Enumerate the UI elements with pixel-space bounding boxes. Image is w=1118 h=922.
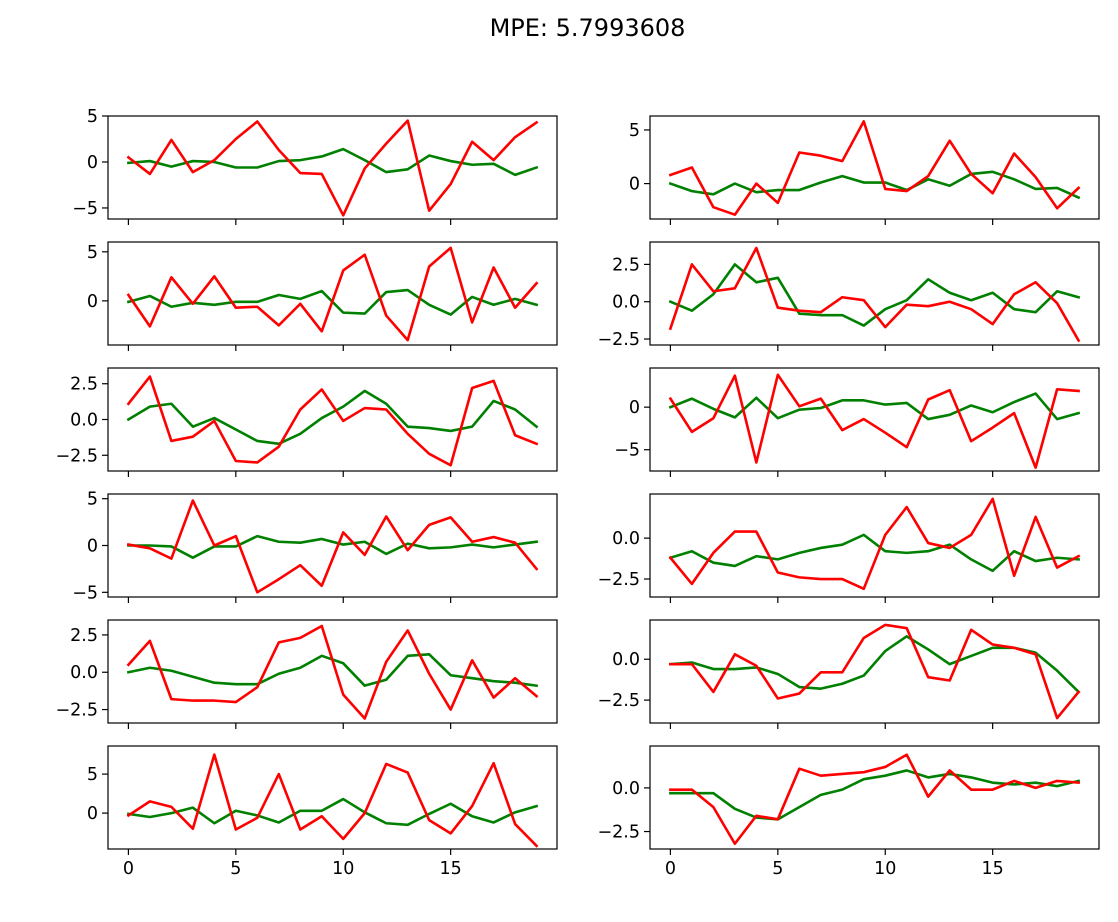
x-tick-label: 5 <box>772 859 783 879</box>
y-tick-label: 5 <box>629 121 640 141</box>
y-tick-label: −2.5 <box>598 330 641 350</box>
y-tick-label: 0.0 <box>612 293 640 313</box>
x-tick-label: 15 <box>440 859 462 879</box>
green-series-line <box>668 533 1080 573</box>
x-tick-label: 15 <box>982 859 1004 879</box>
y-tick-label: 0.0 <box>70 663 98 683</box>
y-tick-label: 2.5 <box>70 375 98 395</box>
green-series-line <box>669 769 1081 821</box>
red-series-line <box>126 246 539 342</box>
y-tick-label: 5 <box>87 107 98 127</box>
y-tick-label: 0 <box>87 292 98 312</box>
y-tick-label: 5 <box>87 765 98 785</box>
subplot-r2-c2: 2.5 0.0 −2.5 <box>598 241 1100 351</box>
red-series-line <box>668 497 1081 591</box>
y-tick-label: 0.0 <box>70 411 98 431</box>
red-series-line <box>668 373 1080 469</box>
y-tick-label: −5 <box>72 583 98 603</box>
subplot-r5-c1: 2.5 0.0 −2.5 <box>56 619 558 729</box>
axes-frame <box>649 619 1100 724</box>
green-series-line <box>126 389 539 446</box>
subplot-r4-c1: 5 0 −5 <box>72 490 558 603</box>
red-series-line <box>126 375 539 467</box>
green-series-line <box>668 263 1081 327</box>
axes-frame <box>649 493 1100 598</box>
y-tick-label: 0 <box>87 537 98 557</box>
green-series-line <box>126 797 539 827</box>
x-tick-label: 10 <box>874 859 896 879</box>
x-tick-label: 0 <box>665 859 676 879</box>
green-series-line <box>127 147 539 177</box>
y-tick-label: 0 <box>629 398 640 418</box>
subplot-r1-c1: 5 0 −5 <box>72 107 558 225</box>
y-tick-label: 0.0 <box>612 650 640 670</box>
y-tick-label: −2.5 <box>598 570 641 590</box>
x-tick-label: 0 <box>123 859 134 879</box>
red-series-line <box>668 246 1081 343</box>
y-tick-label: −2.5 <box>598 691 641 711</box>
axes-frame <box>107 619 558 724</box>
y-tick-label: 0.0 <box>612 779 640 799</box>
red-series-line <box>668 120 1081 217</box>
y-tick-label: −2.5 <box>598 823 641 843</box>
red-series-line <box>126 119 539 217</box>
subplot-r6-c1: 5 0 0 5 10 15 <box>87 745 558 879</box>
figure-title: MPE: 5.7993608 <box>489 14 686 42</box>
y-tick-label: 5 <box>87 490 98 510</box>
axes-frame <box>649 115 1100 220</box>
axes-frame <box>649 745 1100 850</box>
red-series-line <box>126 753 539 848</box>
red-series-line <box>669 753 1080 846</box>
y-tick-label: 0 <box>87 153 98 173</box>
red-series-line <box>126 624 539 720</box>
subplot-r4-c2: 0.0 −2.5 <box>598 493 1100 603</box>
x-tick-label: 10 <box>332 859 354 879</box>
y-tick-label: −2.5 <box>56 446 99 466</box>
subplot-r3-c2: 0 −5 <box>614 367 1100 477</box>
green-series-line <box>668 170 1081 200</box>
y-tick-label: −5 <box>614 441 640 461</box>
red-series-line <box>669 623 1081 720</box>
subplot-r5-c2: 0.0 −2.5 <box>598 619 1100 729</box>
green-series-line <box>127 534 539 559</box>
y-tick-label: 0 <box>87 804 98 824</box>
green-series-line <box>669 635 1081 694</box>
subplot-r1-c2: 50 <box>629 115 1100 225</box>
y-tick-label: 5 <box>87 243 98 263</box>
y-tick-label: 0.0 <box>612 529 640 549</box>
subplot-r2-c1: 50 <box>87 241 558 351</box>
axes-frame <box>649 367 1100 472</box>
subplot-r3-c1: 2.5 0.0 −2.5 <box>56 367 558 477</box>
axes-frame <box>107 745 558 850</box>
y-tick-label: 0 <box>629 175 640 195</box>
y-tick-label: 2.5 <box>612 255 640 275</box>
axes-frame <box>649 241 1100 346</box>
x-tick-label: 5 <box>230 859 241 879</box>
axes-frame <box>107 241 558 346</box>
axes-frame <box>107 115 558 220</box>
y-tick-label: −2.5 <box>56 701 99 721</box>
subplot-r6-c2: 0.0 −2.5 0 5 10 15 <box>598 745 1100 879</box>
y-tick-label: −5 <box>72 199 98 219</box>
y-tick-label: 2.5 <box>70 626 98 646</box>
green-series-line <box>668 392 1081 421</box>
red-series-line <box>126 499 539 594</box>
